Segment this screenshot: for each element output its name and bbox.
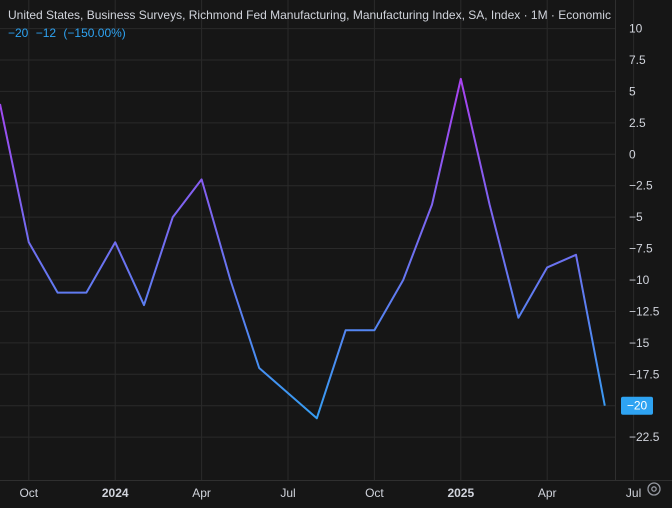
y-tick-label: −17.5 bbox=[629, 367, 660, 381]
x-tick-label: 2025 bbox=[447, 486, 474, 500]
y-tick-label: 7.5 bbox=[629, 53, 646, 67]
y-tick-label: −5 bbox=[629, 210, 643, 224]
x-tick-label: Jul bbox=[280, 486, 295, 500]
y-tick-label: −22.5 bbox=[629, 430, 660, 444]
gear-icon[interactable] bbox=[646, 481, 662, 497]
y-tick-label: −7.5 bbox=[629, 242, 653, 256]
last-value-badge-group: −20 bbox=[621, 397, 653, 415]
grid bbox=[0, 0, 672, 481]
y-tick-label: 2.5 bbox=[629, 116, 646, 130]
y-tick-label: 5 bbox=[629, 84, 636, 98]
y-tick-label: 10 bbox=[629, 22, 643, 36]
y-tick-label: 0 bbox=[629, 147, 636, 161]
last-value-badge-label: −20 bbox=[627, 399, 648, 413]
y-tick-label: −10 bbox=[629, 273, 650, 287]
legend-last-value: −20 bbox=[8, 26, 28, 40]
x-tick-label: Apr bbox=[192, 486, 211, 500]
x-tick-label: Jul bbox=[626, 486, 641, 500]
legend-title: United States, Business Surveys, Richmon… bbox=[8, 6, 611, 24]
x-tick-label: Oct bbox=[19, 486, 38, 500]
y-tick-label: −15 bbox=[629, 336, 650, 350]
legend-change-percent: (−150.00%) bbox=[63, 26, 125, 40]
y-tick-label: −2.5 bbox=[629, 179, 653, 193]
x-tick-label: Apr bbox=[538, 486, 557, 500]
legend-values: −20 −12 (−150.00%) bbox=[8, 24, 611, 42]
x-axis[interactable]: Oct 2024 Apr Jul Oct 2025 Apr Jul bbox=[19, 486, 641, 500]
x-tick-label: Oct bbox=[365, 486, 384, 500]
chart-legend[interactable]: United States, Business Surveys, Richmon… bbox=[8, 6, 611, 42]
legend-change: −12 bbox=[36, 26, 56, 40]
y-tick-label: −12.5 bbox=[629, 304, 660, 318]
x-tick-label: 2024 bbox=[102, 486, 129, 500]
